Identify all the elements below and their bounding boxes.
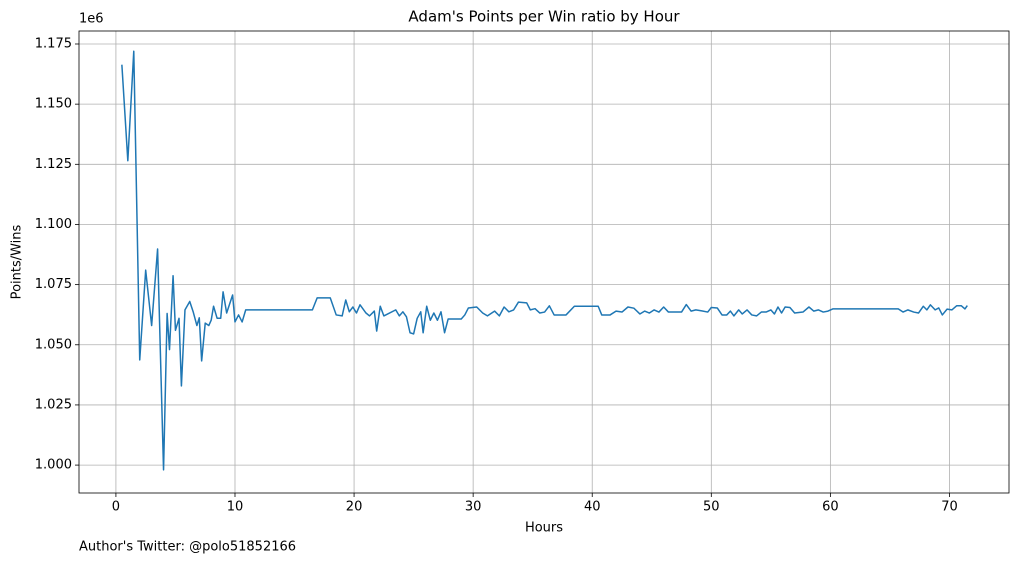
x-tick-label: 20 bbox=[346, 500, 363, 515]
y-tick-label: 1.025 bbox=[35, 397, 72, 412]
x-tick-label: 60 bbox=[822, 500, 839, 515]
y-tick-label: 1.100 bbox=[35, 217, 72, 232]
y-offset-label: 1e6 bbox=[79, 12, 104, 27]
y-tick-label: 1.125 bbox=[35, 157, 72, 172]
plot-frame bbox=[78, 30, 1010, 494]
x-tick-label: 0 bbox=[112, 500, 120, 515]
y-tick-label: 1.175 bbox=[35, 36, 72, 51]
x-axis-label: Hours bbox=[525, 521, 563, 536]
y-tick-label: 1.000 bbox=[35, 458, 72, 473]
x-tick-label: 10 bbox=[227, 500, 244, 515]
x-tick-label: 30 bbox=[465, 500, 482, 515]
y-tick-label: 1.150 bbox=[35, 97, 72, 112]
data-line bbox=[121, 50, 968, 471]
y-axis-label: Points/Wins bbox=[10, 224, 25, 299]
x-tick-label: 50 bbox=[703, 500, 720, 515]
x-tick-label: 70 bbox=[941, 500, 958, 515]
chart-title: Adam's Points per Win ratio by Hour bbox=[408, 8, 680, 26]
y-tick-label: 1.075 bbox=[35, 277, 72, 292]
footnote: Author's Twitter: @polo51852166 bbox=[79, 540, 296, 555]
y-tick-label: 1.050 bbox=[35, 337, 72, 352]
x-tick-label: 40 bbox=[584, 500, 601, 515]
